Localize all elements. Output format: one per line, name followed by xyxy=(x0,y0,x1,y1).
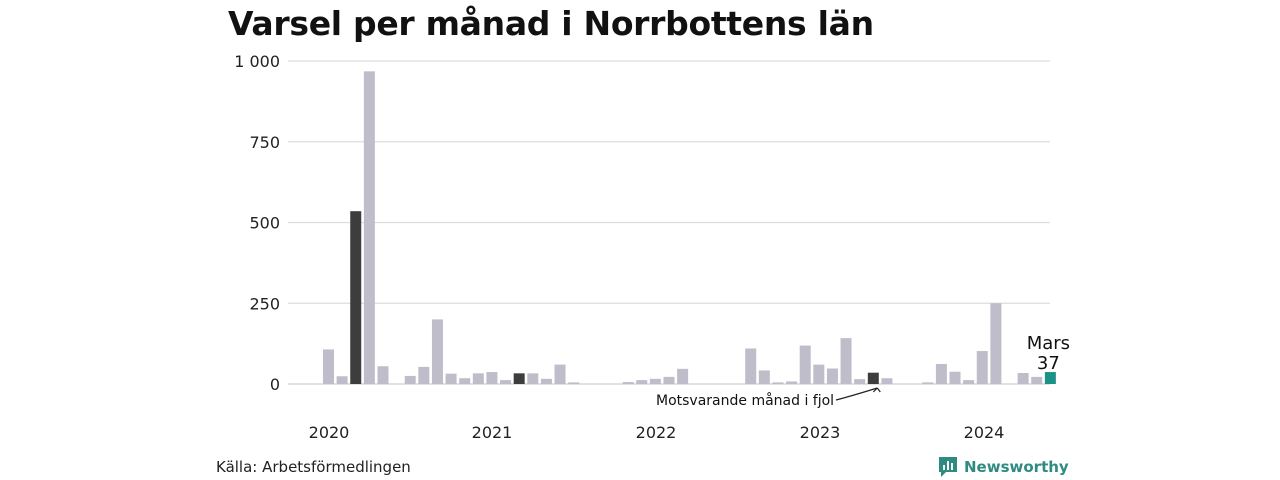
bar xyxy=(949,371,961,384)
bar xyxy=(772,382,784,384)
chart-title: Varsel per månad i Norrbottens län xyxy=(228,4,874,43)
bar xyxy=(826,368,838,384)
bar xyxy=(431,319,443,384)
y-tick-label: 250 xyxy=(249,294,280,313)
y-tick-label: 1 000 xyxy=(234,52,280,71)
bar xyxy=(622,382,634,384)
newsworthy-icon xyxy=(939,457,957,477)
bar xyxy=(323,349,334,384)
bar xyxy=(786,381,798,384)
bar xyxy=(976,351,988,384)
brand-logo: Newsworthy xyxy=(938,456,1069,478)
brand-name: Newsworthy xyxy=(964,458,1069,476)
highlight-month-label: Mars xyxy=(1027,333,1070,354)
y-tick-label: 500 xyxy=(249,214,280,233)
bar xyxy=(840,338,852,384)
bar xyxy=(500,380,512,384)
prior-year-bar xyxy=(350,211,362,384)
bar xyxy=(1017,373,1029,384)
y-axis-ticks: 0 250 500 750 1 000 xyxy=(234,52,280,394)
bar xyxy=(1031,376,1043,384)
bar xyxy=(649,378,661,384)
annotations: Motsvarande månad i fjol Mars 37 xyxy=(656,333,1070,409)
bar xyxy=(813,364,825,384)
x-tick-label: 2021 xyxy=(472,423,513,442)
bar xyxy=(486,372,498,384)
prior-year-bar xyxy=(513,373,525,384)
bar xyxy=(922,382,934,384)
bar xyxy=(663,376,675,384)
bar xyxy=(540,378,552,384)
bar xyxy=(445,373,457,384)
x-tick-label: 2023 xyxy=(800,423,841,442)
bar xyxy=(636,380,648,384)
y-tick-label: 750 xyxy=(249,133,280,152)
bar xyxy=(799,345,811,384)
bar xyxy=(336,376,348,384)
bar xyxy=(377,366,389,384)
bar xyxy=(554,364,566,384)
bar xyxy=(854,379,866,384)
x-tick-label: 2024 xyxy=(964,423,1005,442)
bar xyxy=(404,375,416,384)
bar xyxy=(568,382,580,384)
bar xyxy=(745,348,757,384)
highlight-value-label: 37 xyxy=(1037,353,1060,374)
source-note: Källa: Arbetsförmedlingen xyxy=(216,458,411,476)
bar xyxy=(881,378,893,384)
prior-year-bar xyxy=(867,372,879,384)
bar xyxy=(963,380,975,384)
bar xyxy=(527,373,539,384)
bar xyxy=(459,378,471,384)
bar xyxy=(363,71,375,384)
y-tick-label: 0 xyxy=(270,375,280,394)
bar xyxy=(935,363,947,384)
x-axis-ticks: 2020 2021 2022 2023 2024 xyxy=(309,423,1005,442)
bar xyxy=(758,370,770,384)
bars xyxy=(323,71,1056,384)
bar xyxy=(418,366,430,384)
prior-year-annotation: Motsvarande månad i fjol xyxy=(656,392,834,409)
x-tick-label: 2022 xyxy=(636,423,677,442)
annotation-arrow xyxy=(835,387,881,401)
gridlines xyxy=(288,60,1050,385)
x-tick-label: 2020 xyxy=(309,423,350,442)
highlight-bar xyxy=(1044,372,1056,384)
bar xyxy=(472,373,484,384)
bar xyxy=(990,303,1002,384)
bar xyxy=(677,368,689,384)
